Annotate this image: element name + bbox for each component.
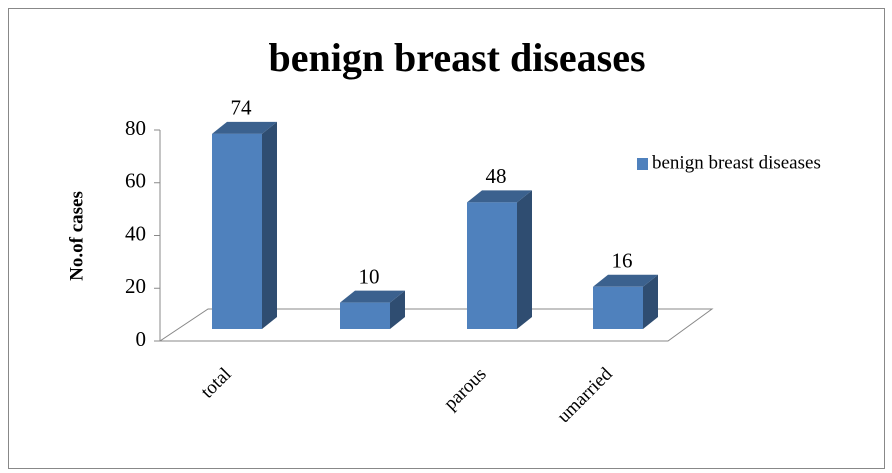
bar-side [517,190,532,329]
chart-border [8,8,885,469]
data-label: 48 [486,164,507,188]
data-label: 74 [231,96,253,120]
bar-side [643,274,658,329]
bar [212,121,277,329]
chart-title: benign breast diseases [268,35,645,80]
y-tick-label: 0 [136,327,147,351]
legend-swatch [637,158,648,170]
bar-front [212,133,262,329]
bar-top [593,274,658,287]
bar [340,290,405,329]
bar [467,190,532,329]
bar-side [390,290,405,329]
bar-side [262,121,277,329]
bar-front [340,302,390,329]
bar-front [467,202,517,329]
bar-top [467,190,532,203]
data-label: 16 [612,249,633,273]
y-axis-label: No.of cases [66,191,87,281]
y-tick-label: 20 [125,274,146,298]
y-tick-label: 80 [125,116,146,140]
bar-top [340,290,405,303]
legend-label: benign breast diseases [652,152,821,173]
bar-front [593,286,643,329]
y-tick-label: 40 [125,221,146,245]
y-tick-label: 60 [125,169,146,193]
data-label: 10 [359,264,380,288]
floor [158,308,714,342]
bar-top [212,121,277,134]
bar [593,274,658,329]
